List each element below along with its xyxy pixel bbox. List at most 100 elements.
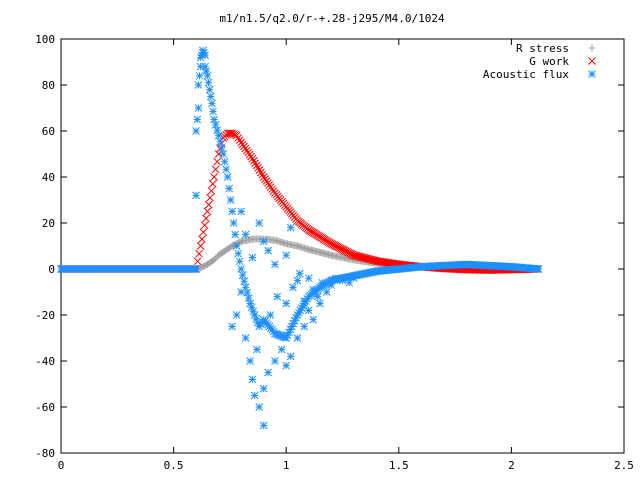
x-tick-label: 1.5: [389, 459, 409, 472]
x-tick-label: 2.5: [614, 459, 634, 472]
data-point: [282, 361, 291, 370]
data-point: [273, 292, 282, 301]
x-tick-label: 0.5: [164, 459, 184, 472]
data-point: [202, 67, 211, 76]
data-point: [255, 403, 264, 411]
data-point: [192, 265, 200, 273]
data-point: [259, 237, 268, 246]
data-point: [193, 257, 202, 266]
data-point: [286, 352, 295, 361]
legend-marker: [588, 57, 596, 65]
x-tick-label: 0: [58, 459, 65, 472]
data-point: [304, 306, 313, 315]
data-point: [205, 85, 214, 94]
data-point: [201, 51, 209, 59]
data-point: [254, 163, 262, 172]
data-point: [238, 271, 247, 279]
data-point: [194, 81, 203, 89]
data-point: [327, 281, 336, 289]
data-point: [206, 92, 215, 101]
data-point: [213, 157, 221, 166]
data-point: [204, 200, 213, 209]
data-point: [231, 230, 240, 239]
data-point: [208, 99, 216, 108]
y-axis: 100 80 60 40 20 0 -20 -40 -60 -80: [35, 33, 624, 460]
data-point: [206, 193, 214, 202]
data-point: [331, 274, 340, 283]
data-point: [253, 345, 261, 354]
data-point: [195, 249, 203, 258]
data-point: [241, 334, 250, 342]
data-point: [220, 157, 229, 166]
data-point: [192, 191, 200, 200]
data-point: [266, 311, 275, 319]
data-point: [229, 219, 238, 227]
data-point: [237, 265, 246, 273]
y-tick-label: 80: [42, 79, 55, 92]
data-point: [232, 242, 241, 250]
data-point: [208, 180, 217, 188]
data-point: [246, 357, 255, 365]
data-point: [304, 274, 313, 283]
y-tick-label: 40: [42, 171, 55, 184]
data-point: [223, 173, 232, 181]
data-point: [219, 150, 227, 158]
data-point: [297, 304, 306, 312]
y-tick-label: 20: [42, 217, 55, 230]
data-point: [322, 288, 331, 296]
data-point: [198, 235, 206, 243]
data-point: [309, 285, 318, 294]
data-point: [259, 384, 268, 393]
data-point: [293, 334, 302, 342]
legend-label: G work: [529, 55, 569, 68]
legend-marker: [588, 70, 596, 78]
y-tick-label: 0: [48, 263, 55, 276]
data-point: [255, 166, 264, 174]
data-point: [255, 219, 264, 227]
data-point: [249, 157, 258, 165]
data-point: [196, 242, 205, 250]
data-point: [210, 256, 218, 264]
plot-frame: [60, 38, 625, 454]
data-point: [316, 299, 324, 308]
data-point: [259, 421, 268, 430]
data-point: [194, 104, 203, 112]
series-g-work: [57, 129, 543, 275]
data-point: [226, 129, 235, 138]
data-point: [286, 223, 295, 232]
data-point: [192, 127, 200, 135]
data-point: [204, 78, 213, 87]
y-tick-label: -20: [35, 309, 55, 322]
data-point: [282, 251, 291, 260]
data-point: [209, 107, 217, 116]
data-point: [210, 173, 218, 181]
y-tick-label: 100: [35, 33, 55, 46]
data-point: [201, 62, 209, 71]
data-point: [258, 170, 267, 179]
data-point: [244, 294, 253, 302]
data-point: [234, 249, 243, 258]
data-point: [300, 297, 309, 306]
x-tick-label: 2: [508, 459, 515, 472]
data-point: [214, 131, 223, 140]
data-point: [534, 265, 543, 273]
data-point: [309, 315, 318, 324]
data-point: [318, 278, 327, 287]
data-point: [235, 136, 244, 145]
data-point: [216, 144, 224, 153]
data-point: [200, 221, 209, 230]
data-point: [193, 115, 202, 124]
data-point: [199, 228, 208, 237]
data-point: [228, 322, 237, 331]
data-point: [211, 121, 220, 129]
data-point: [228, 207, 237, 216]
legend-marker: [588, 44, 596, 52]
data-point: [207, 186, 216, 195]
y-tick-label: -60: [35, 401, 55, 414]
data-point: [241, 230, 250, 239]
series-layer: [57, 46, 543, 430]
data-point: [293, 276, 302, 285]
data-point: [240, 277, 249, 286]
legend-label: Acoustic flux: [483, 68, 569, 81]
